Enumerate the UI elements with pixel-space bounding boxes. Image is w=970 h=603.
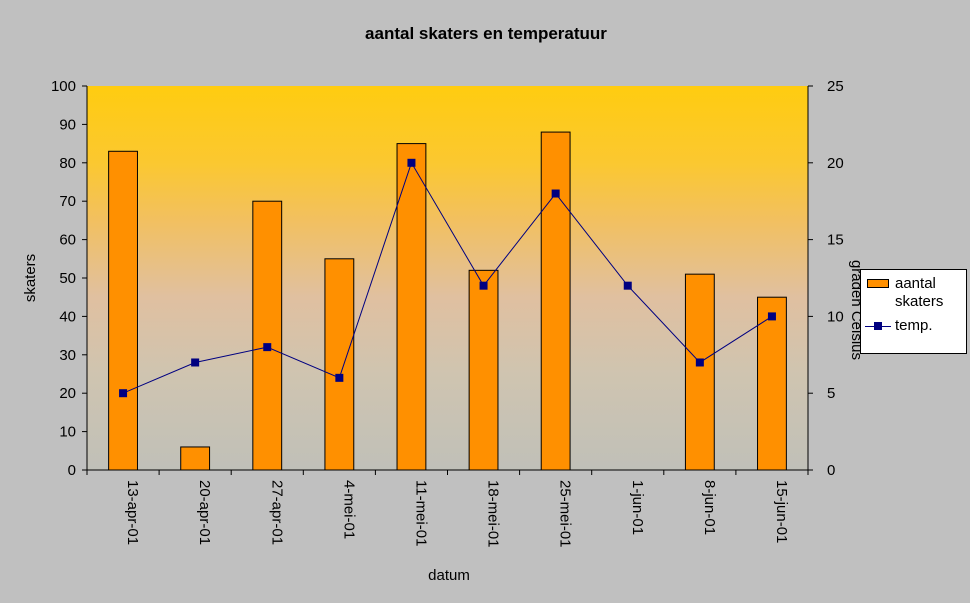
x-tick-label: 13-apr-01 [124, 480, 141, 545]
temp-marker-18-mei-01 [479, 281, 488, 290]
y2-tick-label: 25 [827, 78, 844, 95]
legend-bar-swatch [867, 279, 889, 288]
y2-tick-label: 10 [827, 308, 844, 325]
temp-marker-8-jun-01 [695, 358, 704, 367]
y-tick-label: 70 [59, 193, 76, 210]
x-tick-label: 8-jun-01 [701, 480, 718, 535]
temp-marker-20-apr-01 [191, 358, 200, 367]
y-tick-label: 10 [59, 424, 76, 441]
temp-marker-13-apr-01 [119, 389, 128, 398]
temp-marker-1-jun-01 [623, 281, 632, 290]
bar-8-jun-01 [684, 273, 715, 471]
y2-tick-label: 0 [827, 462, 835, 479]
x-tick-label: 25-mei-01 [557, 480, 574, 548]
x-tick-label: 15-jun-01 [773, 480, 790, 543]
legend-bar-label-line1: aantal [895, 275, 936, 292]
temp-marker-15-jun-01 [767, 312, 776, 321]
bar-13-apr-01 [108, 150, 138, 471]
x-axis-title: datum [428, 567, 470, 584]
temp-marker-27-apr-01 [263, 343, 272, 352]
chart-title: aantal skaters en temperatuur [365, 24, 607, 43]
y-tick-label: 50 [59, 270, 76, 287]
legend-line-label: temp. [895, 317, 933, 334]
temp-marker-4-mei-01 [335, 373, 344, 382]
y2-tick-label: 20 [827, 155, 844, 172]
y-tick-label: 60 [59, 232, 76, 249]
bar-11-mei-01 [396, 143, 427, 471]
y-tick-label: 30 [59, 347, 76, 364]
y-tick-label: 100 [51, 78, 76, 95]
y2-tick-label: 15 [827, 232, 844, 249]
x-tick-label: 18-mei-01 [485, 480, 502, 548]
y-tick-label: 80 [59, 155, 76, 172]
temp-marker-25-mei-01 [551, 189, 560, 198]
y-tick-label: 40 [59, 308, 76, 325]
temp-marker-11-mei-01 [407, 158, 416, 167]
y-tick-label: 20 [59, 385, 76, 402]
bar-4-mei-01 [324, 258, 355, 471]
bar-27-apr-01 [252, 200, 283, 471]
x-tick-label: 11-mei-01 [412, 480, 429, 546]
x-tick-label: 1-jun-01 [629, 480, 646, 535]
x-tick-label: 27-apr-01 [268, 480, 285, 545]
y-tick-label: 0 [68, 462, 76, 479]
x-tick-label: 4-mei-01 [340, 480, 357, 539]
bar-25-mei-01 [540, 131, 571, 471]
bar-20-apr-01 [180, 446, 211, 471]
x-tick-label: 20-apr-01 [196, 480, 213, 545]
legend: aantal skaters temp. [860, 269, 967, 354]
legend-marker-swatch [874, 322, 882, 330]
y2-tick-label: 5 [827, 385, 835, 402]
y-axis-title: skaters [22, 254, 39, 302]
temp-line [122, 161, 773, 394]
legend-bar-label-line2: skaters [895, 293, 944, 310]
bar-15-jun-01 [757, 296, 787, 471]
bar-18-mei-01 [468, 269, 499, 471]
y-tick-label: 90 [59, 116, 76, 133]
